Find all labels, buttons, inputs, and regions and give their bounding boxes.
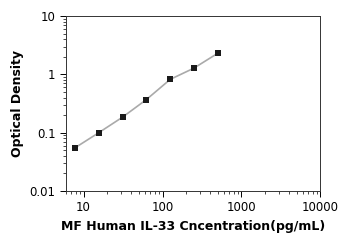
Y-axis label: Optical Density: Optical Density — [11, 50, 24, 157]
Point — [167, 77, 173, 81]
Point — [144, 98, 149, 102]
Point — [96, 131, 101, 135]
Point — [120, 115, 125, 119]
Point — [72, 146, 78, 150]
Point — [191, 66, 197, 70]
X-axis label: MF Human IL-33 Cncentration(pg/mL): MF Human IL-33 Cncentration(pg/mL) — [61, 220, 326, 233]
Point — [215, 51, 220, 55]
